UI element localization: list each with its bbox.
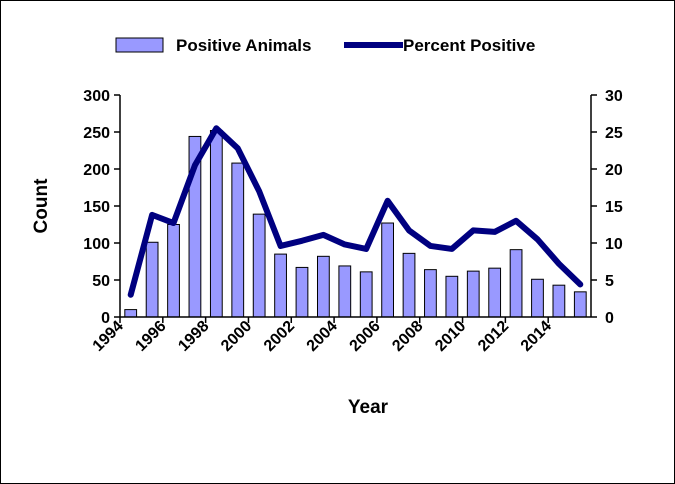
percent-positive-line [127,125,584,298]
x-tick-label: 2008 [389,318,426,355]
line-series [127,125,584,298]
y-ticks-left: 0 50 100 150 200 250 300 [83,88,120,327]
x-tick-label: 2006 [347,318,384,355]
y2-tick-label: 20 [605,162,623,179]
x-tick-label: 1994 [90,318,127,355]
bar-2010 [445,275,459,318]
bar-2001 [252,213,266,318]
bar-2004 [316,255,330,318]
bar-1995 [124,309,138,318]
y2-tick-label: 5 [605,273,614,290]
bar-2003 [295,266,309,318]
bar-1999 [209,130,223,318]
bar-1996 [145,241,159,318]
x-tick-label: 2014 [518,318,555,355]
x-tick-label: 2010 [432,318,469,355]
bar-2006 [359,271,373,318]
bar-2015 [552,284,566,318]
bar-2008 [402,252,416,318]
bar-2002 [274,253,287,318]
bar-2013 [509,249,523,318]
y-tick-label: 250 [83,125,110,142]
legend-swatch-positive-animals [115,37,164,53]
bar-1997 [167,224,180,318]
bar-2005 [338,265,352,318]
x-tick-label: 2000 [218,318,255,355]
legend-label-percent-positive: Percent Positive [403,36,535,55]
y-tick-label: 0 [101,310,110,327]
legend: Positive Animals Percent Positive [115,36,535,55]
y-tick-label: 200 [83,162,110,179]
y-tick-label: 150 [83,199,110,216]
bar-2012 [488,267,502,318]
bar-2014 [531,278,544,318]
x-tick-label: 1998 [175,318,212,355]
legend-label-positive-animals: Positive Animals [176,36,311,55]
y2-tick-label: 15 [605,199,623,216]
bar-2016 [573,291,587,318]
y-ticks-right: 0 5 10 15 20 25 30 [591,88,623,327]
y-tick-label: 100 [83,236,110,253]
x-tick-label: 2012 [475,318,512,355]
y2-tick-label: 10 [605,236,623,253]
x-axis-title: Year [348,397,389,418]
y-tick-label: 50 [92,273,110,290]
y-tick-label: 300 [83,88,110,105]
y2-tick-label: 30 [605,88,623,105]
x-tick-label: 2002 [261,318,298,355]
x-ticks: 1994 1996 1998 2000 2002 2004 2006 2008 2010 2012… [90,317,555,355]
bar-2000 [231,162,245,318]
x-tick-label: 1996 [132,318,169,355]
bar-2009 [424,269,437,318]
y-axis-title: Count [31,178,52,234]
y2-tick-label: 0 [605,310,614,327]
y2-tick-label: 25 [605,125,623,142]
bar-2007 [381,222,395,318]
bar-2011 [466,270,480,318]
x-tick-label: 2004 [304,318,341,355]
